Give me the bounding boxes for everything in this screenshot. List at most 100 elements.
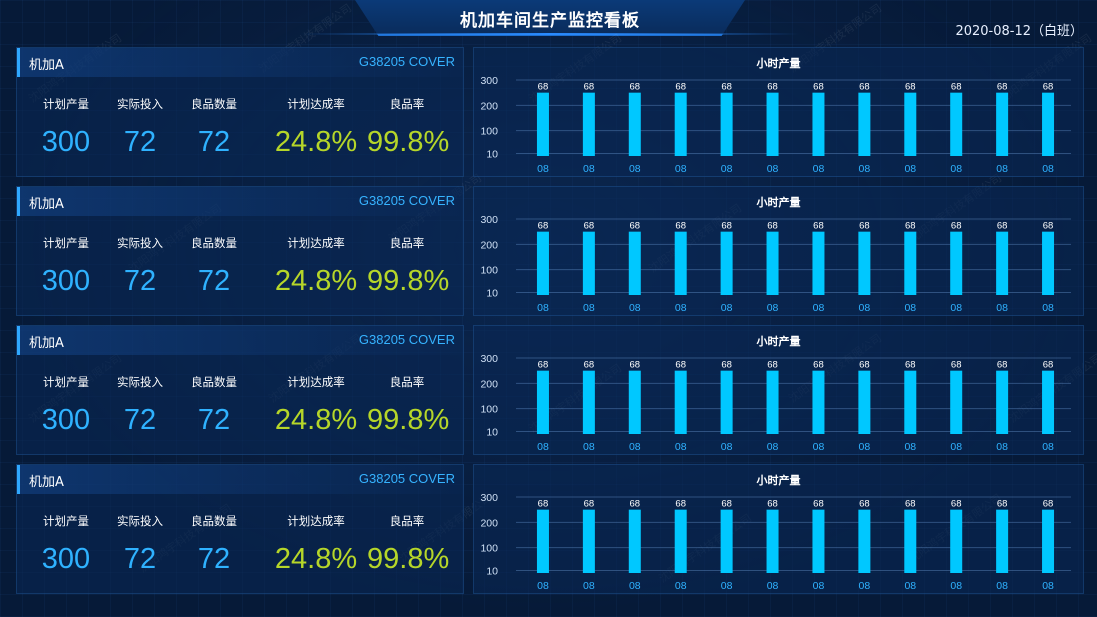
bar-data-label: 68 bbox=[675, 82, 686, 93]
x-tick-label: 08 bbox=[813, 302, 825, 314]
stat-block: 实际投入 72 bbox=[115, 513, 165, 576]
hourly-output-chart: 小时产量 10 100 200 300 68 08 68 08 68 08 68 08 68 08 68 08 6… bbox=[473, 325, 1084, 455]
stat-label: 良品率 bbox=[389, 97, 425, 111]
hour-bar bbox=[674, 231, 687, 295]
stat-block: 计划达成率 24.8% bbox=[273, 96, 359, 159]
x-tick-label: 08 bbox=[537, 163, 549, 175]
bar-data-label: 68 bbox=[951, 360, 962, 371]
bar-data-label: 68 bbox=[905, 82, 916, 93]
y-tick-label: 10 bbox=[486, 287, 498, 299]
stat-block: 良品率 99.8% bbox=[367, 235, 449, 298]
x-tick-label: 08 bbox=[721, 302, 733, 314]
y-tick-label: 10 bbox=[486, 565, 498, 577]
hourly-output-chart: 小时产量 10 100 200 300 68 08 68 08 68 08 68 08 68 08 68 08 6… bbox=[473, 464, 1084, 594]
bar-data-label: 68 bbox=[859, 221, 870, 232]
bar-data-label: 68 bbox=[1043, 82, 1054, 93]
bar-data-label: 68 bbox=[675, 360, 686, 371]
stat-block: 计划产量 300 bbox=[37, 374, 95, 437]
x-tick-label: 08 bbox=[537, 441, 549, 453]
x-tick-label: 08 bbox=[813, 580, 825, 592]
x-tick-label: 08 bbox=[583, 580, 595, 592]
bar-data-label: 68 bbox=[997, 499, 1008, 510]
panel-header bbox=[17, 187, 463, 216]
hour-bar bbox=[812, 509, 825, 573]
shift-date: 2020-08-12（白班） bbox=[955, 24, 1083, 39]
x-tick-label: 08 bbox=[1042, 302, 1054, 314]
x-tick-label: 08 bbox=[675, 163, 687, 175]
bar-data-label: 68 bbox=[813, 82, 824, 93]
stat-label: 计划产量 bbox=[43, 375, 89, 389]
bar-data-label: 68 bbox=[767, 499, 778, 510]
stat-label: 良品率 bbox=[389, 236, 425, 250]
panel-accent bbox=[17, 48, 20, 77]
stat-label: 计划达成率 bbox=[287, 97, 345, 111]
bar-data-label: 68 bbox=[584, 82, 595, 93]
hour-bar bbox=[766, 92, 779, 156]
stat-value: 72 bbox=[197, 543, 231, 575]
hour-bar bbox=[950, 92, 963, 156]
hour-bar bbox=[536, 231, 549, 295]
hour-bar bbox=[720, 509, 733, 573]
machine-name: 机加A bbox=[29, 336, 64, 351]
hour-bar bbox=[766, 231, 779, 295]
hour-bar bbox=[536, 92, 549, 156]
x-tick-label: 08 bbox=[537, 302, 549, 314]
x-tick-label: 08 bbox=[583, 163, 595, 175]
x-tick-label: 08 bbox=[721, 163, 733, 175]
x-tick-label: 08 bbox=[950, 302, 962, 314]
stat-value: 72 bbox=[123, 404, 157, 436]
hour-bar bbox=[582, 92, 595, 156]
panel-accent bbox=[17, 465, 20, 494]
product-code: G38205 COVER bbox=[358, 471, 455, 486]
bar-data-label: 68 bbox=[997, 82, 1008, 93]
hour-bar bbox=[766, 370, 779, 434]
bar-chart-svg: 10 100 200 300 68 08 68 08 68 08 68 08 68 08 68 08 68 08 6… bbox=[480, 75, 1071, 175]
x-tick-label: 08 bbox=[767, 580, 779, 592]
stat-label: 良品数量 bbox=[191, 236, 237, 250]
stat-value: 99.8% bbox=[367, 404, 450, 436]
stat-value: 24.8% bbox=[274, 543, 358, 575]
bar-data-label: 68 bbox=[584, 360, 595, 371]
stat-label: 良品率 bbox=[389, 375, 425, 389]
stat-block: 计划达成率 24.8% bbox=[273, 374, 359, 437]
x-tick-label: 08 bbox=[859, 441, 871, 453]
hour-bar bbox=[950, 370, 963, 434]
bar-data-label: 68 bbox=[1043, 499, 1054, 510]
stat-value: 72 bbox=[123, 265, 157, 297]
hour-bar bbox=[858, 92, 871, 156]
bar-data-label: 68 bbox=[997, 360, 1008, 371]
hour-bar bbox=[904, 92, 917, 156]
x-tick-label: 08 bbox=[675, 441, 687, 453]
stat-value: 24.8% bbox=[274, 404, 358, 436]
bar-data-label: 68 bbox=[813, 221, 824, 232]
stat-label: 实际投入 bbox=[117, 97, 163, 111]
x-tick-label: 08 bbox=[950, 163, 962, 175]
bar-data-label: 68 bbox=[538, 360, 549, 371]
x-tick-label: 08 bbox=[767, 302, 779, 314]
bar-data-label: 68 bbox=[813, 360, 824, 371]
hour-bar bbox=[950, 231, 963, 295]
bar-chart-svg: 10 100 200 300 68 08 68 08 68 08 68 08 68 08 68 08 68 08 6… bbox=[480, 353, 1071, 453]
y-tick-label: 200 bbox=[480, 517, 498, 529]
bar-data-label: 68 bbox=[859, 499, 870, 510]
stat-value: 24.8% bbox=[274, 126, 358, 158]
bar-data-label: 68 bbox=[538, 221, 549, 232]
bar-chart-svg: 10 100 200 300 68 08 68 08 68 08 68 08 68 08 68 08 68 08 6… bbox=[480, 214, 1071, 314]
stat-value: 300 bbox=[41, 404, 91, 436]
bar-chart-svg: 10 100 200 300 68 08 68 08 68 08 68 08 68 08 68 08 68 08 6… bbox=[480, 492, 1071, 592]
hourly-output-chart: 小时产量 10 100 200 300 68 08 68 08 68 08 68 08 68 08 68 08 6… bbox=[473, 47, 1084, 177]
x-tick-label: 08 bbox=[629, 302, 641, 314]
x-tick-label: 08 bbox=[629, 441, 641, 453]
chart-title: 小时产量 bbox=[756, 57, 801, 70]
hour-bar bbox=[904, 509, 917, 573]
panel-header bbox=[17, 326, 463, 355]
stat-label: 计划达成率 bbox=[287, 375, 345, 389]
stat-label: 计划产量 bbox=[43, 514, 89, 528]
hour-bar bbox=[766, 509, 779, 573]
hour-bar bbox=[1042, 92, 1055, 156]
stat-block: 实际投入 72 bbox=[115, 235, 165, 298]
hour-bar bbox=[582, 509, 595, 573]
stat-label: 计划产量 bbox=[43, 97, 89, 111]
page-title: 机加车间生产监控看板 bbox=[460, 11, 640, 31]
stat-value: 300 bbox=[41, 543, 91, 575]
